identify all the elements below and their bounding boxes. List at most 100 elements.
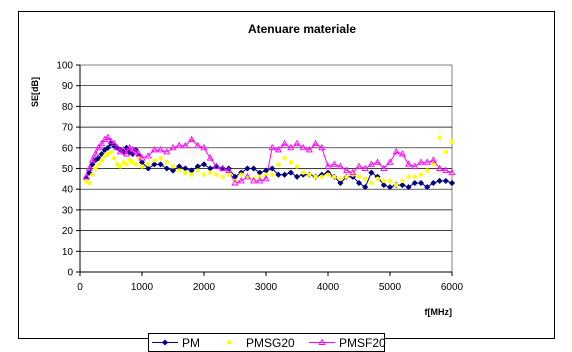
data-point-pmsg20 [133, 162, 138, 167]
data-point-pmsf20 [374, 158, 382, 165]
data-point-pmsg20 [208, 170, 213, 175]
data-point-pmsg20 [87, 180, 92, 186]
axes [76, 64, 453, 276]
data-point-pmsg20 [319, 174, 324, 179]
series-markers [82, 133, 456, 191]
data-point-pmsf20 [135, 150, 143, 157]
data-point-pmsg20 [84, 178, 89, 184]
data-point-pm [281, 171, 288, 178]
data-point-pmsf20 [336, 162, 344, 169]
data-point-pm [287, 169, 294, 176]
data-point-pm [157, 161, 164, 168]
data-point-pmsg20 [96, 162, 101, 167]
data-point-pmsg20 [146, 162, 151, 167]
data-point-pmsg20 [139, 164, 145, 169]
data-point-pm [145, 165, 152, 172]
data-point-pmsf20 [175, 141, 183, 149]
data-point-pmsg20 [375, 176, 380, 182]
data-point-pm [448, 179, 456, 187]
data-point-pmsg20 [363, 176, 368, 182]
data-point-pm [355, 179, 363, 187]
legend-marker-pmsg20 [226, 340, 232, 345]
data-point-pmsf20 [386, 158, 394, 165]
data-point-pm [405, 183, 412, 191]
data-point-pmsg20 [115, 162, 120, 167]
data-point-pmsg20 [270, 172, 275, 177]
data-point-pmsf20 [163, 148, 171, 155]
data-point-pm [399, 181, 406, 189]
data-point-pmsg20 [118, 164, 123, 169]
data-point-pmsg20 [152, 158, 157, 163]
data-point-pmsf20 [206, 154, 214, 161]
data-point-pmsg20 [170, 164, 176, 169]
data-point-pm [368, 169, 375, 176]
x-tick-label: 1000 [131, 282, 154, 293]
x-tick-labels: 0 1000 2000 3000 4000 5000 6000 [77, 282, 463, 293]
y-axis-label: SE[dB] [30, 77, 40, 107]
data-point-pmsg20 [356, 174, 362, 179]
data-point-pmsg20 [263, 172, 269, 177]
data-point-pmsf20 [349, 168, 357, 176]
data-point-pm [163, 165, 170, 172]
data-point-pmsg20 [282, 155, 287, 161]
data-point-pmsf20 [181, 141, 189, 149]
data-point-pmsf20 [392, 148, 400, 155]
data-point-pmsg20 [189, 172, 194, 177]
data-point-pmsf20 [243, 172, 251, 180]
data-point-pmsf20 [132, 148, 140, 155]
data-point-pm [362, 183, 369, 191]
data-point-pmsg20 [257, 174, 262, 179]
data-point-pmsf20 [129, 145, 137, 153]
data-point-pmsf20 [343, 166, 351, 174]
data-point-pmsf20 [200, 143, 208, 151]
data-point-pmsg20 [105, 151, 111, 157]
data-point-pmsg20 [127, 158, 132, 163]
data-point-pmsg20 [443, 149, 448, 155]
data-point-pm [269, 165, 276, 172]
y-tick-label: 70 [62, 123, 74, 134]
y-tick-label: 20 [62, 226, 74, 237]
data-point-pmsf20 [212, 162, 220, 169]
data-point-pmsf20 [237, 176, 245, 184]
data-point-pmsg20 [332, 174, 337, 179]
data-point-pmsf20 [312, 139, 320, 147]
data-point-pmsg20 [124, 162, 129, 167]
y-tick-labels: 0 10 20 30 40 50 60 70 80 90 100 [56, 61, 73, 279]
data-point-pmsg20 [301, 170, 306, 175]
data-point-pmsf20 [287, 143, 295, 151]
data-point-pmsf20 [361, 164, 369, 171]
data-point-pmsf20 [157, 145, 165, 153]
data-point-pmsf20 [126, 143, 134, 151]
y-tick-label: 60 [62, 143, 74, 154]
data-point-pmsg20 [177, 168, 182, 173]
legend-marker-pmsf20 [318, 338, 326, 345]
data-point-pmsg20 [158, 155, 163, 161]
data-point-pmsg20 [130, 160, 135, 165]
data-point-pmsf20 [436, 164, 444, 171]
data-point-pm [95, 154, 102, 162]
data-point-pmsf20 [110, 139, 118, 147]
data-point-pmsf20 [150, 145, 158, 153]
data-point-pmsg20 [431, 162, 436, 167]
data-point-pmsg20 [369, 180, 374, 186]
data-point-pmsf20 [119, 145, 127, 153]
data-point-pmsg20 [288, 160, 293, 165]
data-point-pmsf20 [299, 143, 307, 151]
data-point-pmsf20 [293, 139, 301, 147]
data-point-pmsg20 [108, 149, 114, 155]
data-point-pm [293, 173, 301, 180]
legend: PM PMSG20 PMSF20 [152, 336, 386, 350]
data-point-pmsg20 [220, 174, 225, 179]
data-point-pmsg20 [449, 139, 455, 144]
y-tick-label: 50 [62, 164, 74, 175]
data-point-pm [380, 181, 387, 189]
data-point-pmsg20 [121, 160, 126, 165]
data-point-pmsf20 [138, 154, 146, 161]
data-point-pm [250, 165, 257, 172]
data-point-pmsf20 [318, 143, 326, 151]
data-point-pmsf20 [231, 179, 239, 186]
data-point-pmsf20 [324, 162, 332, 169]
data-point-pmsg20 [412, 174, 417, 179]
data-point-pmsg20 [400, 178, 405, 184]
